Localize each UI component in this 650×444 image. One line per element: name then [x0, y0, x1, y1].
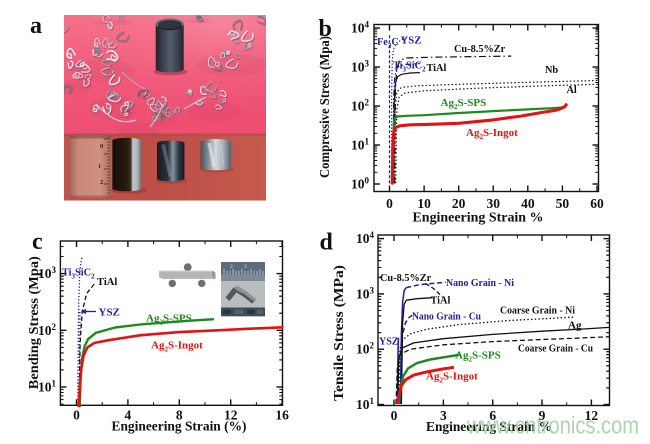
svg-text:Ag2​S-SPS: Ag2​S-SPS [455, 350, 501, 364]
svg-text:20: 20 [452, 196, 466, 211]
svg-text:Ag2​S-SPS: Ag2​S-SPS [441, 97, 487, 111]
svg-text:2: 2 [230, 264, 233, 270]
svg-text:Bending Stress (Mpa): Bending Stress (Mpa) [26, 256, 41, 389]
svg-text:3: 3 [244, 264, 247, 270]
svg-text:Compressive Stress (Mpa): Compressive Stress (Mpa) [317, 36, 332, 178]
svg-text:Engineering Strain (%): Engineering Strain (%) [112, 420, 247, 435]
svg-text:Engineering Strain %: Engineering Strain % [426, 420, 552, 435]
svg-text:12: 12 [224, 408, 238, 423]
svg-text:16: 16 [275, 408, 289, 423]
svg-text:TiAl: TiAl [427, 63, 447, 74]
svg-text:102​: 102​ [356, 341, 375, 357]
svg-text:Nano Grain - Cu: Nano Grain - Cu [412, 312, 481, 323]
svg-text:60: 60 [590, 196, 604, 211]
svg-text:YSZ: YSZ [379, 337, 399, 348]
svg-text:b: b [319, 16, 332, 42]
svg-text:TiAl: TiAl [431, 296, 451, 307]
svg-text:103​: 103​ [356, 285, 375, 301]
svg-text:3: 3 [440, 408, 447, 423]
svg-text:8: 8 [176, 408, 183, 423]
svg-text:Al: Al [567, 85, 577, 96]
svg-text:Nano Grain - Ni: Nano Grain - Ni [446, 278, 514, 289]
svg-text:103​: 103​ [38, 265, 57, 281]
svg-text:d: d [320, 230, 334, 256]
svg-text:101​: 101​ [38, 379, 57, 395]
svg-text:c: c [32, 229, 43, 255]
svg-text:Nb: Nb [545, 65, 558, 76]
svg-text:4: 4 [125, 408, 132, 423]
svg-text:103​: 103​ [351, 59, 370, 75]
svg-text:102​: 102​ [38, 322, 57, 338]
svg-text:0: 0 [73, 408, 80, 423]
svg-text:0: 0 [100, 143, 103, 150]
svg-text:YSZ: YSZ [401, 35, 422, 47]
svg-text:Cu-8.5%Zr: Cu-8.5%Zr [454, 44, 506, 55]
svg-text:10: 10 [417, 196, 431, 211]
svg-text:9: 9 [539, 408, 546, 423]
svg-text:102​: 102​ [351, 98, 370, 114]
svg-text:a: a [30, 13, 42, 39]
svg-text:Ag2​S-Ingot: Ag2​S-Ingot [151, 340, 203, 354]
svg-text:Ag2​S-SPS: Ag2​S-SPS [146, 313, 192, 327]
svg-text:TiAl: TiAl [97, 277, 117, 288]
svg-text:1: 1 [98, 164, 101, 170]
svg-text:Engineering Strain %: Engineering Strain % [413, 211, 544, 226]
svg-text:Ti3​SiC2​: Ti3​SiC2​ [62, 268, 95, 281]
svg-text:Tensile Stress (MPa): Tensile Stress (MPa) [331, 265, 346, 401]
svg-text:Ag: Ag [568, 320, 582, 332]
svg-text:Coarse Grain - Ni: Coarse Grain - Ni [500, 306, 575, 317]
svg-text:104​: 104​ [356, 230, 375, 246]
svg-text:Coarse Grain - Cu: Coarse Grain - Cu [518, 344, 593, 355]
svg-text:6: 6 [489, 408, 496, 423]
svg-text:101​: 101​ [351, 137, 370, 153]
svg-text:2: 2 [100, 179, 103, 186]
svg-text:40: 40 [521, 196, 535, 211]
svg-text:30: 30 [486, 196, 500, 211]
svg-text:50: 50 [556, 196, 570, 211]
svg-text:0: 0 [386, 196, 393, 211]
svg-text:100​: 100​ [351, 176, 370, 192]
svg-text:Ti3​SiC2​: Ti3​SiC2​ [393, 61, 426, 74]
svg-text:101​: 101​ [356, 396, 375, 412]
svg-text:Ag2​S-Ingot: Ag2​S-Ingot [426, 371, 478, 385]
svg-text:104​: 104​ [351, 20, 370, 36]
svg-text:YSZ: YSZ [99, 307, 120, 319]
svg-text:Cu-8.5%Zr: Cu-8.5%Zr [380, 273, 432, 284]
svg-text:0: 0 [391, 408, 398, 423]
svg-text:Fe3​C: Fe3​C [377, 37, 399, 50]
svg-text:www.cntronics.com: www.cntronics.com [466, 413, 639, 440]
svg-text:Ag2​S-Ingot: Ag2​S-Ingot [466, 127, 518, 141]
svg-text:12: 12 [585, 408, 599, 423]
